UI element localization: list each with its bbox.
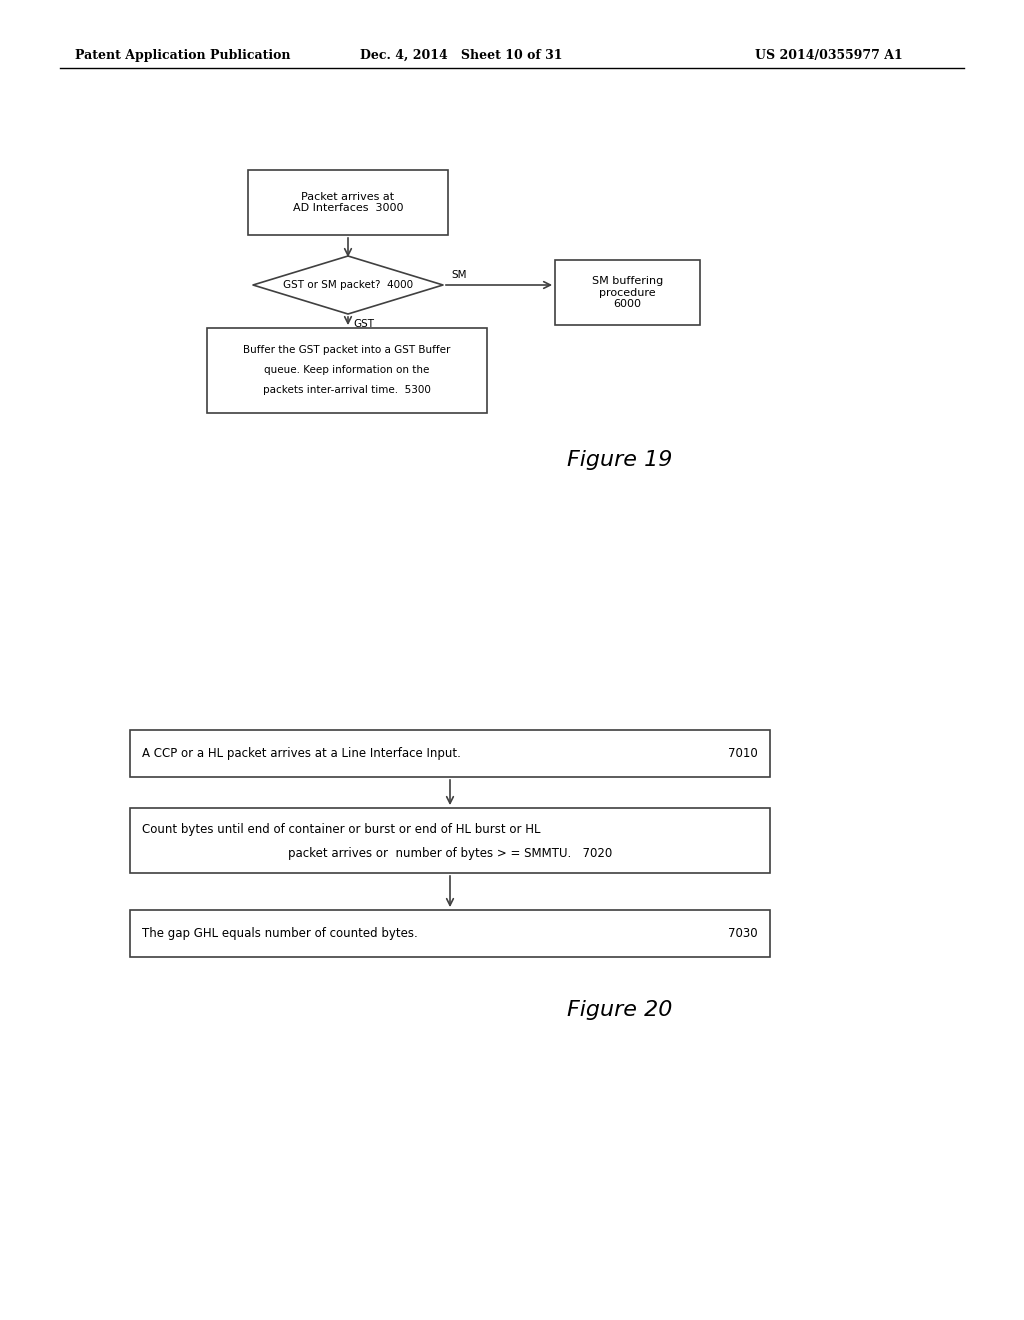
Text: 7010: 7010 xyxy=(728,747,758,760)
Text: packets inter-arrival time.  5300: packets inter-arrival time. 5300 xyxy=(263,385,431,395)
Text: 7030: 7030 xyxy=(728,927,758,940)
Text: SM buffering
procedure
6000: SM buffering procedure 6000 xyxy=(592,276,664,309)
FancyBboxPatch shape xyxy=(130,909,770,957)
FancyBboxPatch shape xyxy=(207,327,487,413)
Text: Count bytes until end of container or burst or end of HL burst or HL: Count bytes until end of container or bu… xyxy=(142,824,541,837)
Text: Buffer the GST packet into a GST Buffer: Buffer the GST packet into a GST Buffer xyxy=(244,345,451,355)
Text: The gap GHL equals number of counted bytes.: The gap GHL equals number of counted byt… xyxy=(142,927,418,940)
Text: Patent Application Publication: Patent Application Publication xyxy=(75,49,291,62)
Polygon shape xyxy=(253,256,443,314)
Text: Figure 20: Figure 20 xyxy=(567,1001,673,1020)
Text: A CCP or a HL packet arrives at a Line Interface Input.: A CCP or a HL packet arrives at a Line I… xyxy=(142,747,461,760)
Text: Packet arrives at
AD Interfaces  3000: Packet arrives at AD Interfaces 3000 xyxy=(293,191,403,214)
Text: Dec. 4, 2014   Sheet 10 of 31: Dec. 4, 2014 Sheet 10 of 31 xyxy=(360,49,562,62)
FancyBboxPatch shape xyxy=(555,260,700,325)
FancyBboxPatch shape xyxy=(248,170,449,235)
Text: packet arrives or  number of bytes > = SMMTU.   7020: packet arrives or number of bytes > = SM… xyxy=(288,846,612,859)
Text: queue. Keep information on the: queue. Keep information on the xyxy=(264,366,430,375)
Text: US 2014/0355977 A1: US 2014/0355977 A1 xyxy=(755,49,903,62)
FancyBboxPatch shape xyxy=(130,808,770,873)
Text: SM: SM xyxy=(451,271,467,280)
Text: GST or SM packet?  4000: GST or SM packet? 4000 xyxy=(283,280,413,290)
Text: GST: GST xyxy=(353,319,374,329)
Text: Figure 19: Figure 19 xyxy=(567,450,673,470)
FancyBboxPatch shape xyxy=(130,730,770,777)
